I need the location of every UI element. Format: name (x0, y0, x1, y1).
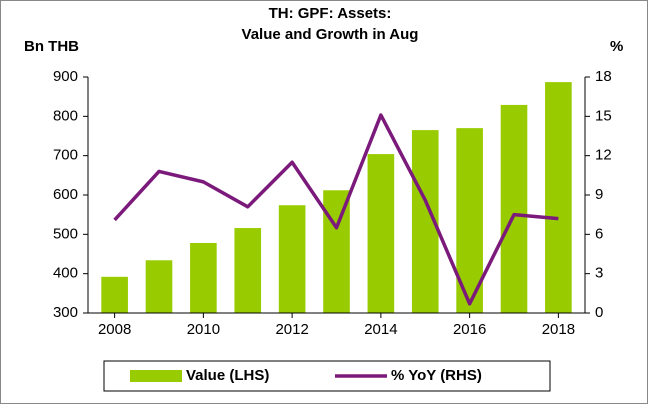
bar (145, 260, 173, 313)
y-tick-label: 400 (53, 265, 78, 282)
y-axis-label: Bn THB (24, 38, 79, 55)
y2-tick-label: 18 (595, 68, 612, 85)
x-tick-label: 2014 (364, 321, 397, 338)
legend-label: % YoY (RHS) (391, 367, 482, 384)
y2-tick-label: 9 (595, 186, 603, 203)
x-tick-label: 2016 (453, 321, 486, 338)
y2-tick-label: 0 (595, 304, 603, 321)
legend-label: Value (LHS) (186, 367, 269, 384)
y-tick-label: 700 (53, 147, 78, 164)
y-tick-label: 500 (53, 225, 78, 242)
y2-tick-label: 12 (595, 147, 612, 164)
y-tick-label: 600 (53, 186, 78, 203)
y2-tick-label: 6 (595, 225, 603, 242)
y-tick-label: 900 (53, 68, 78, 85)
y2-tick-label: 3 (595, 265, 603, 282)
bar (234, 228, 262, 313)
y-tick-label: 300 (53, 304, 78, 321)
x-tick-label: 2010 (187, 321, 220, 338)
bar (190, 242, 217, 313)
line (113, 113, 559, 306)
chart-title: TH: GPF: Assets: (269, 5, 392, 22)
x-tick-label: 2018 (542, 321, 575, 338)
bar (500, 104, 528, 313)
y-tick-label: 800 (53, 107, 78, 124)
x-tick-label: 2008 (98, 321, 131, 338)
bar (367, 154, 395, 313)
bar (101, 276, 128, 313)
bar (278, 205, 306, 313)
x-tick-label: 2012 (275, 321, 308, 338)
y2-tick-label: 15 (595, 107, 612, 124)
chart-title: Value and Growth in Aug (242, 26, 419, 43)
legend-swatch (130, 370, 182, 382)
bar (323, 190, 350, 313)
y2-axis-label: % (610, 38, 623, 55)
bar (545, 82, 572, 313)
